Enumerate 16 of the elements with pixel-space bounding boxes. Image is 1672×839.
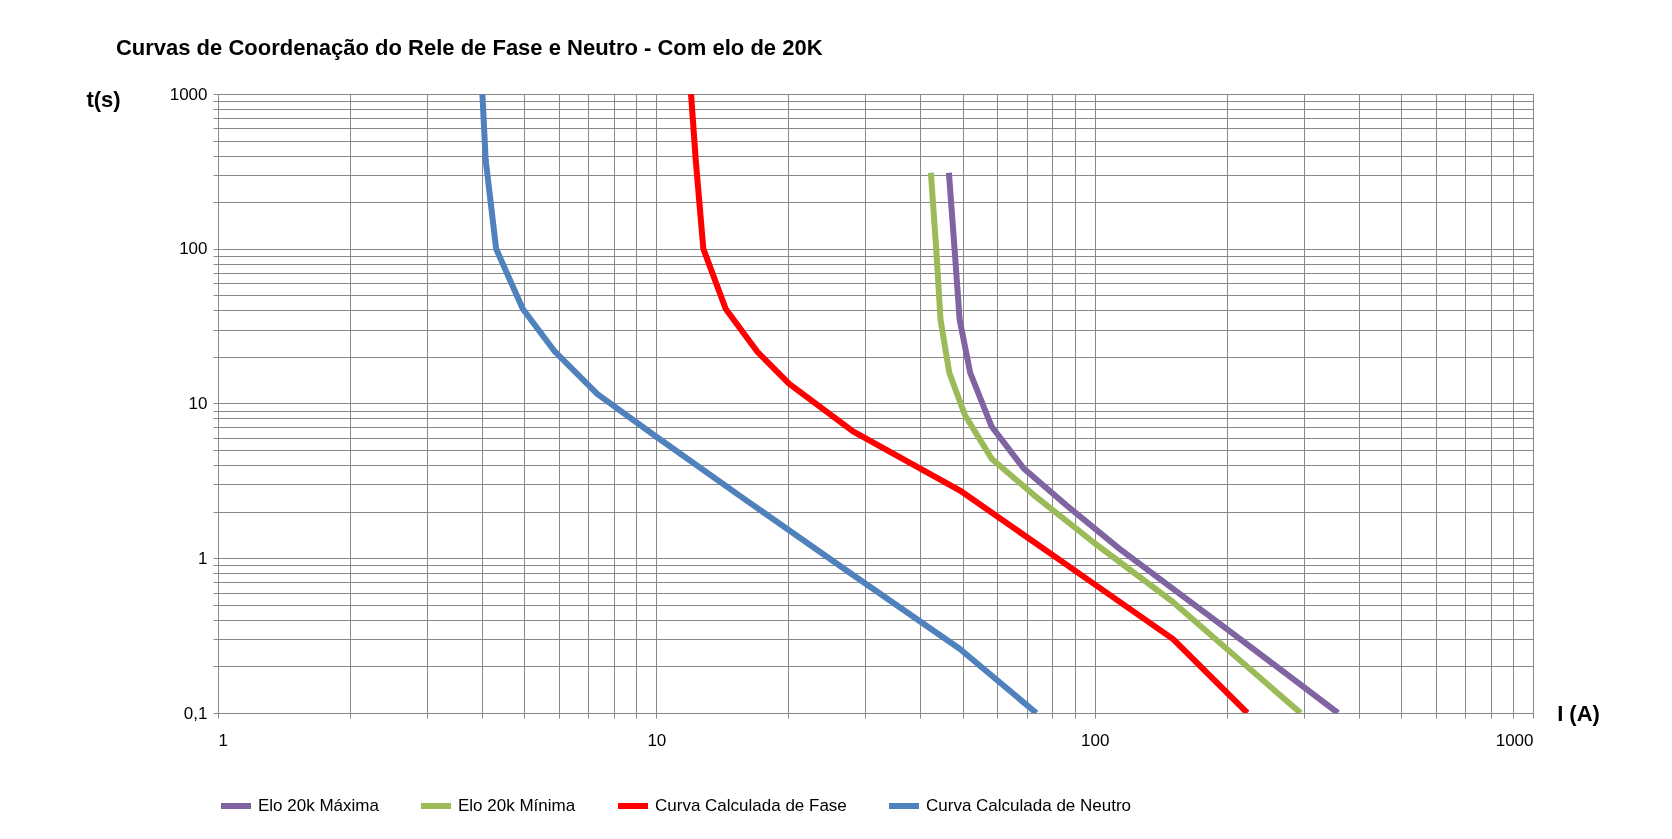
x-tick-label: 1000 [1495, 730, 1534, 750]
y-tick-label: 10 [188, 394, 208, 413]
legend-label: Curva Calculada de Fase [655, 796, 847, 815]
x-tick-label: 1 [218, 730, 228, 750]
y-tick-label: 1 [198, 548, 208, 568]
y-tick-label: 100 [179, 239, 208, 259]
y-tick-label: 0,1 [183, 703, 208, 723]
x-axis-title: I (A) [1557, 700, 1600, 726]
x-tick-label: 100 [1080, 730, 1110, 750]
chart-title: Curvas de Coordenação do Rele de Fase e Neutro - Com elo de 20K [115, 35, 823, 60]
y-axis-title: t(s) [86, 86, 121, 112]
x-tick-label: 10 [647, 730, 667, 750]
y-tick-label: 1000 [169, 84, 208, 104]
legend-label: Elo 20k Mínima [458, 796, 576, 815]
legend-label: Elo 20k Máxima [258, 796, 380, 815]
legend-label: Curva Calculada de Neutro [926, 796, 1132, 815]
